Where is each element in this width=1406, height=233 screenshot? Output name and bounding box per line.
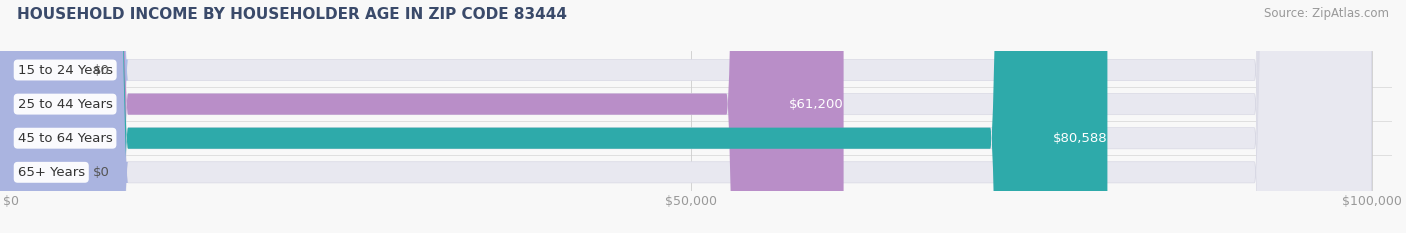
FancyBboxPatch shape — [0, 0, 128, 233]
Text: 65+ Years: 65+ Years — [18, 166, 84, 179]
Text: 25 to 44 Years: 25 to 44 Years — [18, 98, 112, 111]
Text: $0: $0 — [93, 166, 110, 179]
FancyBboxPatch shape — [11, 0, 1108, 233]
Text: $0: $0 — [93, 64, 110, 76]
Text: HOUSEHOLD INCOME BY HOUSEHOLDER AGE IN ZIP CODE 83444: HOUSEHOLD INCOME BY HOUSEHOLDER AGE IN Z… — [17, 7, 567, 22]
FancyBboxPatch shape — [0, 0, 128, 233]
Text: $61,200: $61,200 — [789, 98, 844, 111]
FancyBboxPatch shape — [11, 0, 1371, 233]
FancyBboxPatch shape — [11, 0, 1371, 233]
FancyBboxPatch shape — [11, 0, 1371, 233]
Text: 45 to 64 Years: 45 to 64 Years — [18, 132, 112, 145]
Text: $80,588: $80,588 — [1053, 132, 1108, 145]
Text: 15 to 24 Years: 15 to 24 Years — [18, 64, 112, 76]
FancyBboxPatch shape — [11, 0, 844, 233]
Text: Source: ZipAtlas.com: Source: ZipAtlas.com — [1264, 7, 1389, 20]
FancyBboxPatch shape — [11, 0, 1371, 233]
